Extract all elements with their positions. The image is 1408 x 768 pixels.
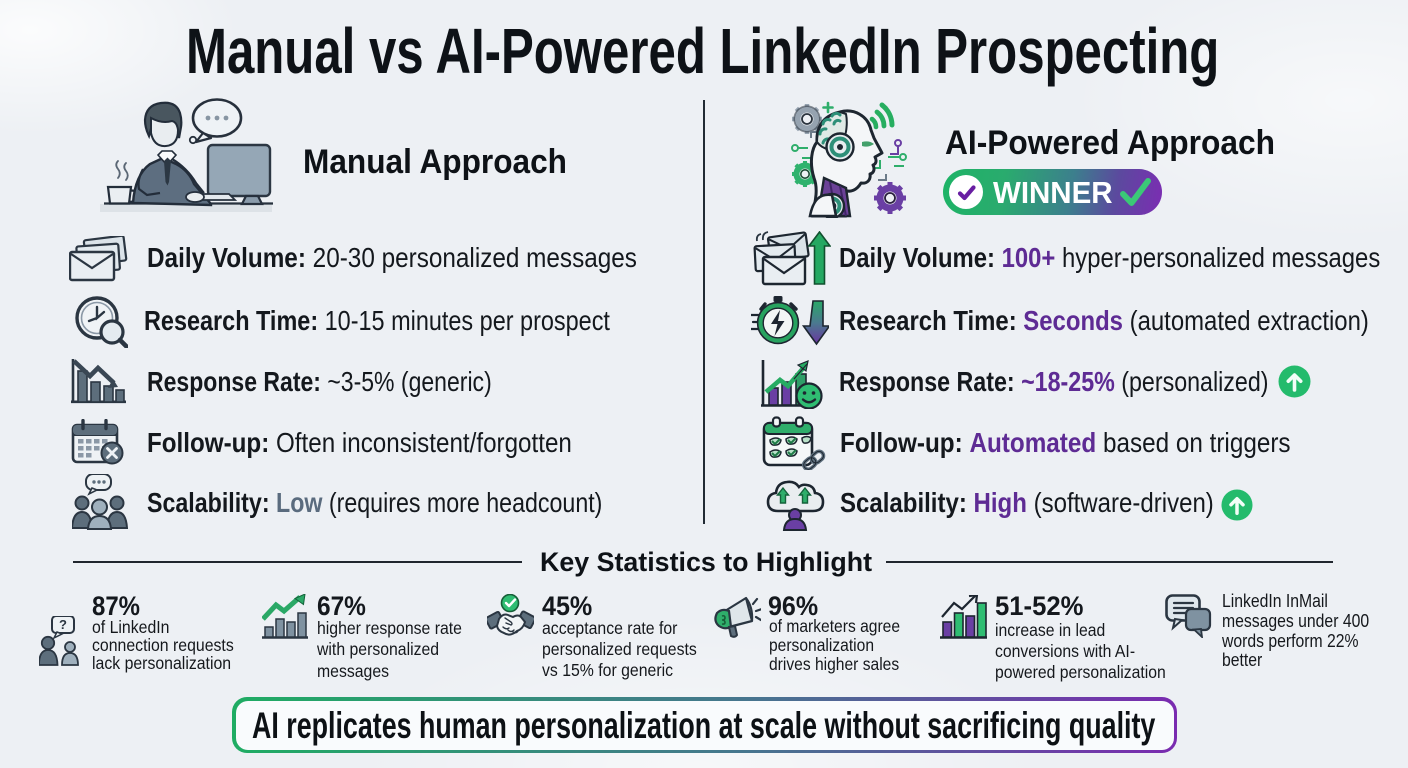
- svg-text:?: ?: [59, 617, 67, 632]
